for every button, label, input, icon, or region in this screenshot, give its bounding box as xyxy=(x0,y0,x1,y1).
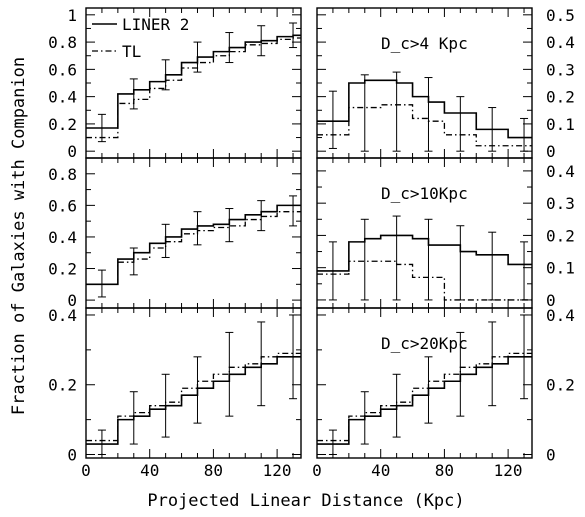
y-tick-label: 0.2 xyxy=(48,376,77,395)
x-tick-label: 120 xyxy=(494,461,523,480)
series-tl-step xyxy=(317,260,532,301)
y-tick-label: 0.1 xyxy=(546,259,575,278)
y-tick-label: 0.4 xyxy=(48,88,77,107)
y-tick-label: 0 xyxy=(67,291,77,310)
y-tick-label: 0.1 xyxy=(546,115,575,134)
y-tick-label: 0 xyxy=(546,291,556,310)
panel-right-top: 0 0.1 0.2 0.3 0.4 0.5 D_c>4 Kpc xyxy=(316,6,575,161)
y-tick-label: 0.4 xyxy=(48,306,77,325)
series-liner2-step xyxy=(317,234,532,272)
series-tl-step xyxy=(86,352,301,442)
legend-label-tl: TL xyxy=(122,42,141,61)
y-tick-label: 0 xyxy=(546,446,556,465)
y-tick-label: 0 xyxy=(546,142,556,161)
series-tl-step xyxy=(86,211,301,285)
y-tick-label: 0.6 xyxy=(48,196,77,215)
x-tick-label: 40 xyxy=(140,461,159,480)
x-tick-label: 40 xyxy=(371,461,390,480)
x-tick-label: 120 xyxy=(263,461,292,480)
panel-right-middle: 0 0.1 0.2 0.3 0.4 D_c>10Kpc xyxy=(316,157,575,310)
series-tl-step xyxy=(317,104,532,147)
panel-frame xyxy=(316,307,533,459)
x-tick-label: 80 xyxy=(204,461,223,480)
y-tick-label: 0.2 xyxy=(546,88,575,107)
panel-right-bottom: 0 40 80 120 0 0.2 0.4 D_c>20Kpc xyxy=(312,306,575,480)
y-tick-label: 0.5 xyxy=(546,6,575,25)
y-tick-label: 0.2 xyxy=(546,376,575,395)
panel-left-bottom: 0 40 80 120 0 0.2 0.4 xyxy=(48,306,302,480)
legend: LINER 2 TL xyxy=(92,15,189,61)
y-tick-label: 0.6 xyxy=(48,60,77,79)
y-tick-label: 0.2 xyxy=(546,226,575,245)
y-tick-label: 0.3 xyxy=(546,60,575,79)
panel-annotation: D_c>4 Kpc xyxy=(381,34,468,53)
x-tick-label: 80 xyxy=(435,461,454,480)
series-tl-step xyxy=(317,352,532,442)
y-tick-label: 0.4 xyxy=(48,228,77,247)
panel-annotation: D_c>20Kpc xyxy=(381,334,468,353)
y-tick-label: 0.2 xyxy=(48,260,77,279)
panel-frame xyxy=(316,157,533,309)
y-tick-label: 0.3 xyxy=(546,194,575,213)
y-tick-label: 0.4 xyxy=(546,162,575,181)
y-axis-title: Fraction of Galaxies with Companion xyxy=(9,57,29,415)
y-tick-label: 0 xyxy=(67,142,77,161)
panel-frame xyxy=(85,7,302,159)
y-tick-label: 0.4 xyxy=(546,306,575,325)
legend-label-liner2: LINER 2 xyxy=(122,15,189,34)
x-tick-label: 0 xyxy=(312,461,322,480)
y-tick-label: 1 xyxy=(67,6,77,25)
panel-left-top: 0 0.2 0.4 0.6 0.8 1 xyxy=(48,6,302,161)
y-tick-label: 0.2 xyxy=(48,115,77,134)
panel-frame xyxy=(85,157,302,309)
x-tick-label: 0 xyxy=(81,461,91,480)
y-tick-label: 0.8 xyxy=(48,33,77,52)
y-tick-label: 0.8 xyxy=(48,165,77,184)
y-tick-label: 0 xyxy=(67,446,77,465)
panel-left-middle: 0 0.2 0.4 0.6 0.8 xyxy=(48,157,302,310)
x-axis-title: Projected Linear Distance (Kpc) xyxy=(147,491,464,511)
y-tick-label: 0.4 xyxy=(546,33,575,52)
panel-annotation: D_c>10Kpc xyxy=(381,184,468,203)
panel-frame xyxy=(85,307,302,459)
